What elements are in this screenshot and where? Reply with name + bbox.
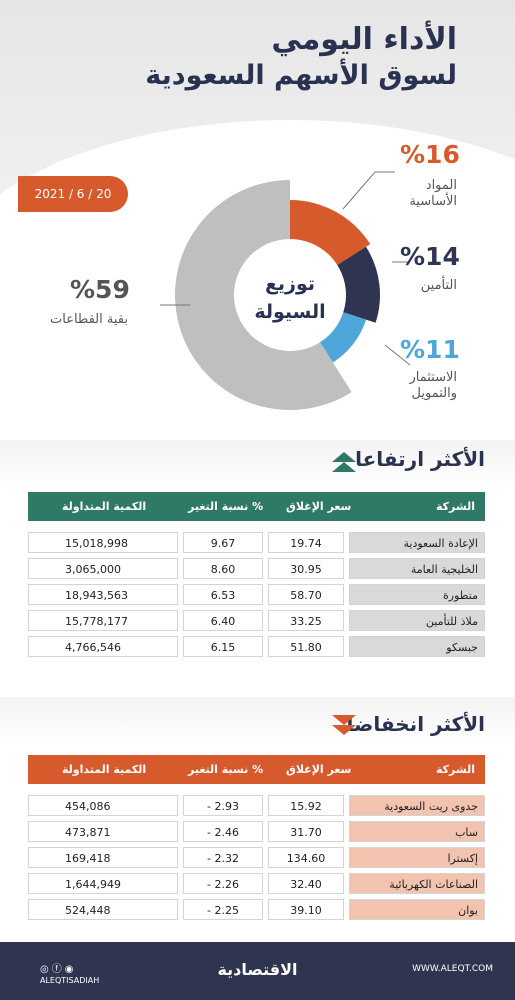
gainers-table: الشركة سعر الإغلاق نسبة التغير % الكمية …: [28, 492, 485, 667]
losers-company-cell: جدوى ريت السعودية: [349, 795, 485, 816]
losers-volume-cell: 454,086: [28, 795, 178, 816]
losers-header-volume: الكمية المتداولة: [62, 763, 147, 776]
gainers-volume-cell: 4,766,546: [28, 636, 178, 657]
losers-volume-cell: 473,871: [28, 821, 178, 842]
losers-volume-cell: 169,418: [28, 847, 178, 868]
down-arrows-icon: [332, 715, 356, 735]
footer: الاقتصادية WWW.ALEQT.COM ◎ⓕ◉ ALEQTISADIA…: [0, 942, 515, 1000]
footer-website[interactable]: WWW.ALEQT.COM: [412, 964, 493, 974]
slice-value-other: %59: [70, 275, 130, 304]
losers-row: ساب 31.70- 2.46 473,871: [28, 821, 485, 842]
slice-label-other: بقية القطاعات: [50, 312, 128, 327]
gainers-row: الإعادة السعودية 19.74 9.67 15,018,998: [28, 532, 485, 553]
social-icons[interactable]: ◎ⓕ◉: [40, 964, 77, 975]
slice-label-insurance: التأمين: [420, 278, 457, 293]
losers-row: بوان 39.10- 2.25 524,448: [28, 899, 485, 920]
losers-row: جدوى ريت السعودية 15.92- 2.93 454,086: [28, 795, 485, 816]
gainers-header-volume: الكمية المتداولة: [62, 500, 147, 513]
losers-change-cell: - 2.25: [183, 899, 263, 920]
slice-label-basic-materials-line1: المواد: [425, 178, 457, 193]
gainers-header-company: الشركة: [435, 500, 475, 513]
slice-value-investment: %11: [400, 335, 460, 364]
gainers-company-cell: ملاذ للتأمين: [349, 610, 485, 631]
gainers-volume-cell: 18,943,563: [28, 584, 178, 605]
gainers-row: ملاذ للتأمين 33.25 6.40 15,778,177: [28, 610, 485, 631]
gainers-company-cell: الخليجية العامة: [349, 558, 485, 579]
losers-row: إكسترا 134.60- 2.32 169,418: [28, 847, 485, 868]
gainers-volume-cell: 15,778,177: [28, 610, 178, 631]
losers-header-row: [28, 755, 485, 784]
date-badge: 2021 / 6 / 20: [18, 176, 128, 212]
losers-volume-cell: 1,644,949: [28, 873, 178, 894]
footer-handle: ALEQTISADIAH: [40, 976, 100, 985]
slice-label-basic-materials-line2: الأساسية: [409, 194, 457, 209]
gainers-change-cell: 6.15: [183, 636, 263, 657]
gainers-close-cell: 51.80: [268, 636, 344, 657]
losers-section-bar: [0, 697, 515, 745]
gainers-change-cell: 6.53: [183, 584, 263, 605]
gainers-close-cell: 58.70: [268, 584, 344, 605]
gainers-company-cell: متطورة: [349, 584, 485, 605]
liquidity-pie-chart: توزيع السيولة: [160, 171, 411, 410]
gainers-row: جبسكو 51.80 6.15 4,766,546: [28, 636, 485, 657]
losers-close-cell: 134.60: [268, 847, 344, 868]
losers-title: الأكثر انخفاضا: [346, 712, 485, 736]
up-arrows-icon: [332, 452, 356, 472]
gainers-header-close: سعر الإغلاق: [286, 500, 352, 513]
leader-line-investment: [384, 344, 411, 366]
losers-change-cell: - 2.32: [183, 847, 263, 868]
pie-center-title-line2: السيولة: [254, 301, 325, 323]
losers-close-cell: 39.10: [268, 899, 344, 920]
pie-center-hole: [234, 239, 346, 351]
gainers-header-row: [28, 492, 485, 521]
gainers-row: الخليجية العامة 30.95 8.60 3,065,000: [28, 558, 485, 579]
gainers-title: الأكثر ارتفاعا: [355, 447, 485, 471]
slice-label-basic-materials: المواد الأساسية: [409, 178, 457, 210]
page-title: الأداء اليومي: [271, 22, 457, 57]
gainers-close-cell: 33.25: [268, 610, 344, 631]
losers-close-cell: 15.92: [268, 795, 344, 816]
slice-label-investment: الاستثمار والتمويل: [409, 370, 457, 402]
gainers-company-cell: جبسكو: [349, 636, 485, 657]
gainers-header-change: نسبة التغير %: [188, 500, 264, 513]
losers-close-cell: 31.70: [268, 821, 344, 842]
losers-change-cell: - 2.46: [183, 821, 263, 842]
gainers-close-cell: 30.95: [268, 558, 344, 579]
losers-close-cell: 32.40: [268, 873, 344, 894]
slice-label-investment-line1: الاستثمار: [409, 370, 457, 385]
losers-change-cell: - 2.26: [183, 873, 263, 894]
losers-change-cell: - 2.93: [183, 795, 263, 816]
gainers-close-cell: 19.74: [268, 532, 344, 553]
gainers-section-bar: [0, 440, 515, 488]
leader-line-basic-materials: [342, 171, 395, 210]
gainers-change-cell: 9.67: [183, 532, 263, 553]
gainers-volume-cell: 3,065,000: [28, 558, 178, 579]
slice-label-investment-line2: والتمويل: [411, 386, 457, 401]
losers-header-change: نسبة التغير %: [188, 763, 264, 776]
losers-header-company: الشركة: [435, 763, 475, 776]
page-subtitle: لسوق الأسهم السعودية: [145, 60, 457, 91]
losers-company-cell: الصناعات الكهربائية: [349, 873, 485, 894]
losers-company-cell: إكسترا: [349, 847, 485, 868]
losers-company-cell: بوان: [349, 899, 485, 920]
losers-header-close: سعر الإغلاق: [286, 763, 352, 776]
losers-company-cell: ساب: [349, 821, 485, 842]
slice-value-basic-materials: %16: [400, 140, 460, 169]
gainers-volume-cell: 15,018,998: [28, 532, 178, 553]
losers-table: الشركة سعر الإغلاق نسبة التغير % الكمية …: [28, 755, 485, 930]
pie-center-title-line1: توزيع: [265, 273, 315, 295]
gainers-row: متطورة 58.70 6.53 18,943,563: [28, 584, 485, 605]
losers-volume-cell: 524,448: [28, 899, 178, 920]
gainers-change-cell: 8.60: [183, 558, 263, 579]
slice-value-insurance: %14: [400, 242, 460, 271]
footer-logo: الاقتصادية: [217, 960, 298, 979]
losers-row: الصناعات الكهربائية 32.40- 2.26 1,644,949: [28, 873, 485, 894]
gainers-company-cell: الإعادة السعودية: [349, 532, 485, 553]
gainers-change-cell: 6.40: [183, 610, 263, 631]
